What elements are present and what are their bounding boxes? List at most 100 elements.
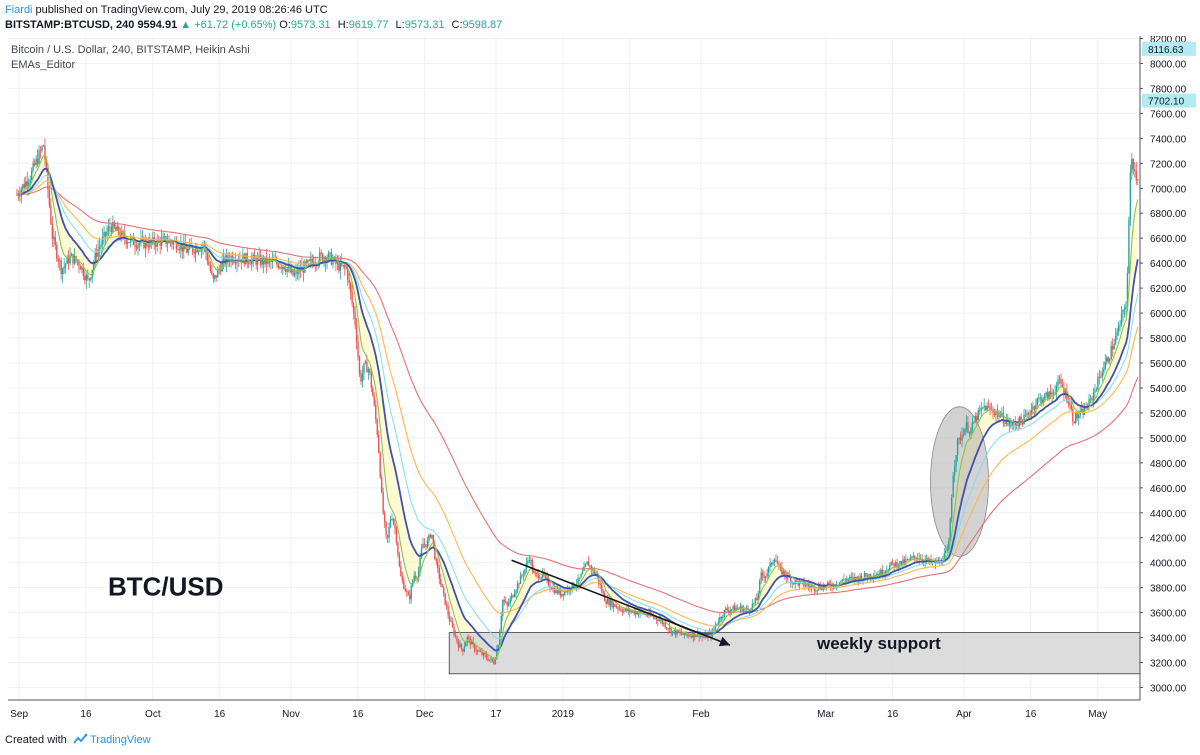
candle-body: [670, 627, 672, 634]
candle-body: [295, 270, 297, 274]
candle-body: [485, 654, 488, 659]
candle-body: [1033, 406, 1036, 410]
candle-body: [19, 195, 21, 197]
candle-body: [290, 269, 293, 273]
candle-body: [1045, 392, 1047, 395]
candle-body: [713, 629, 715, 631]
candle-body: [101, 237, 104, 245]
candle-body: [193, 251, 195, 254]
candle-body: [547, 578, 550, 586]
candle-body: [466, 636, 469, 643]
candle-body: [965, 422, 968, 429]
candle-body: [974, 416, 977, 423]
candle-body: [144, 240, 147, 249]
candle-body: [1134, 169, 1136, 171]
candle-body: [115, 227, 117, 231]
chart-background: [0, 36, 1200, 725]
candle-body: [646, 615, 649, 617]
candle-body: [147, 245, 150, 248]
candle-body: [574, 586, 576, 587]
open-value: 9573.31: [290, 19, 331, 31]
candle-body: [863, 573, 866, 579]
candle-body: [748, 610, 751, 612]
candle-body: [327, 252, 330, 259]
trend-arrow-head: [718, 636, 730, 647]
candle-body: [493, 661, 495, 664]
tradingview-logo-icon: [73, 733, 87, 744]
candle-body: [856, 576, 858, 579]
ohlc-line: BITSTAMP:BTCUSD, 240 9594.91 ▲ +61.72 (+…: [5, 19, 506, 31]
candle-body: [797, 581, 799, 586]
candle-body: [645, 613, 647, 616]
candle-body: [948, 540, 950, 550]
price-chart[interactable]: BTC/USD weekly support 3000.00 3200.00 3400.…: [0, 36, 1200, 725]
candle-body: [81, 267, 83, 270]
x-tick-label: Nov: [282, 709, 300, 720]
candle-body: [1129, 172, 1132, 220]
candle-body: [580, 573, 582, 578]
candle-body: [732, 605, 734, 610]
candle-body: [113, 222, 116, 228]
created-with-text: Created with: [5, 734, 67, 746]
candle-body: [462, 648, 464, 652]
candle-body: [366, 361, 368, 373]
y-tick-label: 3200.00: [1150, 659, 1187, 670]
candle-body: [1119, 324, 1121, 326]
candle-body: [586, 561, 588, 565]
candle-body: [754, 598, 756, 603]
x-tick-label: May: [1088, 709, 1107, 720]
candle-body: [1091, 398, 1093, 401]
candle-body: [497, 645, 500, 650]
candle-body: [283, 267, 285, 270]
candle-body: [450, 621, 452, 623]
candle-body: [1057, 379, 1059, 387]
price-change: +61.72 (+0.65%): [194, 19, 277, 31]
candle-body: [410, 586, 412, 600]
candle-body: [722, 616, 724, 619]
candle-body: [1088, 398, 1090, 408]
candle-body: [107, 226, 110, 232]
candle-body: [209, 265, 212, 271]
x-tick-label: Sep: [10, 709, 28, 720]
candle-body: [1042, 399, 1044, 403]
candle-body: [380, 477, 383, 493]
candle-body: [561, 593, 563, 597]
y-tick-label: 8200.00: [1150, 36, 1187, 45]
candle-body: [1113, 343, 1115, 350]
candle-body: [434, 543, 436, 559]
candle-body: [360, 373, 362, 382]
candle-body: [85, 275, 88, 281]
candle-body: [397, 542, 399, 555]
candle-body: [606, 599, 609, 604]
candle-body: [188, 244, 191, 249]
chart-area[interactable]: BTC/USD weekly support 3000.00 3200.00 3400.…: [0, 36, 1200, 725]
candle-body: [423, 543, 426, 545]
candle-body: [798, 581, 801, 586]
breakout-highlight-ellipse: [930, 406, 989, 557]
candle-body: [225, 255, 228, 265]
candle-body: [22, 184, 24, 190]
tradingview-brand[interactable]: TradingView: [90, 734, 151, 746]
candle-body: [1109, 359, 1111, 362]
indicator-legend[interactable]: EMAs_Editor: [11, 59, 76, 71]
candle-body: [983, 405, 985, 408]
candle-body: [35, 158, 37, 166]
candle-body: [538, 578, 541, 580]
candle-body: [90, 277, 92, 280]
candle-body: [888, 565, 891, 570]
x-tick-label: 16: [624, 709, 636, 720]
candle-body: [770, 562, 773, 565]
candle-body: [388, 526, 390, 538]
candle-body: [958, 437, 960, 440]
candle-body: [621, 610, 624, 613]
author-name[interactable]: Fiardi: [5, 4, 33, 16]
candle-body: [964, 428, 966, 436]
candle-body: [23, 184, 25, 188]
candle-body: [1120, 313, 1123, 325]
low-value: 9573.31: [404, 19, 445, 31]
candle-body: [968, 432, 971, 434]
candle-body: [166, 243, 169, 245]
candle-body: [64, 263, 67, 267]
candle-body: [500, 615, 502, 631]
candle-body: [414, 575, 417, 578]
